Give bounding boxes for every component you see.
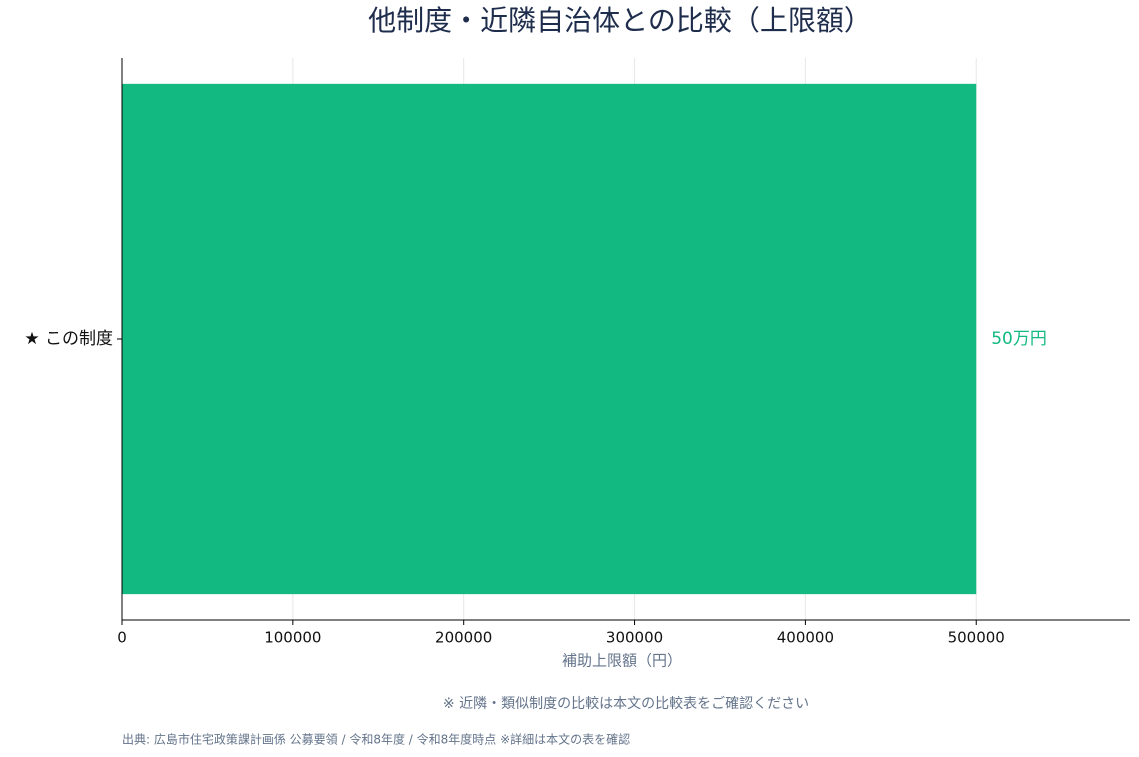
x-tick-label: 400000 (777, 629, 834, 647)
x-tick-label: 500000 (948, 629, 1005, 647)
value-label: 50万円 (991, 329, 1047, 349)
chart-title: 他制度・近隣自治体との比較（上限額） (368, 4, 872, 37)
note: ※ 近隣・類似制度の比較は本文の比較表をご確認ください (443, 696, 809, 712)
source: 出典: 広島市住宅政策課計画係 公募要領 / 令和8年度 / 令和8年度時点 ※… (122, 732, 630, 747)
x-axis-label: 補助上限額（円） (562, 652, 682, 670)
x-tick-label: 300000 (606, 629, 663, 647)
y-tick-label: ★ この制度 (24, 329, 113, 349)
bar (122, 83, 977, 595)
x-tick-label: 200000 (435, 629, 492, 647)
x-tick-label: 0 (117, 629, 127, 647)
x-tick-label: 100000 (264, 629, 321, 647)
